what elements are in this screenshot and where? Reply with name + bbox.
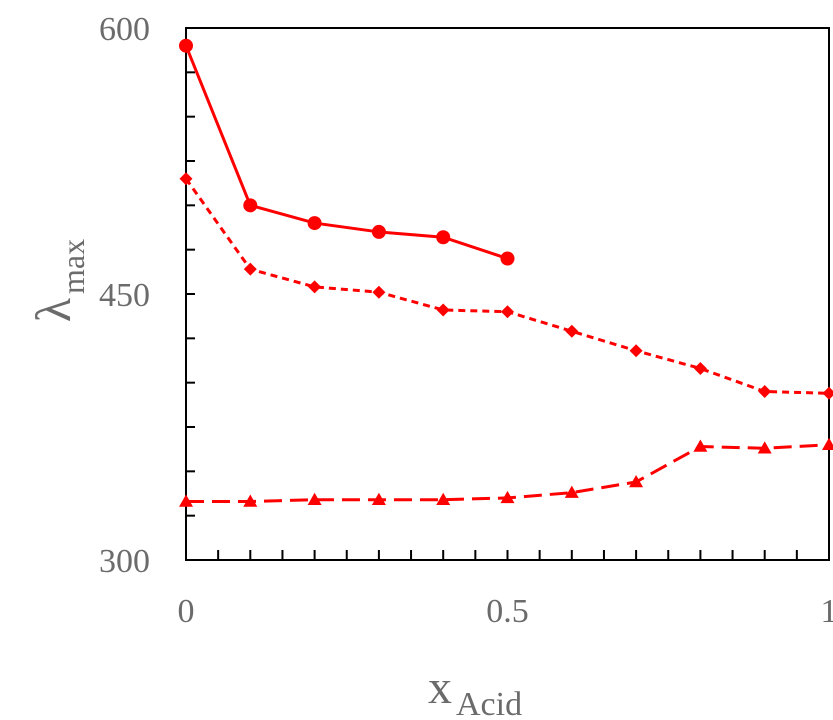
data-point (243, 494, 258, 507)
x-axis-title-subscript: Acid (456, 686, 522, 720)
series-diamond (179, 172, 833, 400)
series-line (184, 177, 830, 395)
data-point (758, 385, 772, 399)
data-point (308, 280, 322, 294)
y-tick-label: 450 (99, 277, 150, 314)
data-point (436, 303, 450, 317)
data-point (629, 474, 644, 488)
data-point (436, 230, 451, 245)
x-tick-label: 0.5 (486, 593, 529, 630)
data-point (179, 38, 193, 53)
data-point (307, 492, 322, 505)
data-point (822, 437, 833, 450)
data-point (822, 386, 833, 400)
data-point (565, 324, 579, 338)
data-point (372, 285, 386, 299)
data-point (564, 485, 579, 498)
series-triangle (179, 437, 833, 507)
data-point (179, 494, 193, 507)
axis-ticks (186, 71, 798, 560)
y-axis-title-subscript: max (55, 239, 91, 294)
plot-area-frame (185, 27, 830, 561)
y-axis-title: λ max (25, 239, 91, 322)
series-group (179, 38, 833, 507)
data-point (371, 492, 386, 505)
data-point (629, 344, 643, 358)
data-point (243, 198, 258, 213)
x-axis-title: x Acid (428, 661, 522, 720)
data-point (757, 441, 772, 454)
data-point (307, 216, 322, 231)
data-point (436, 492, 451, 505)
series-circle (179, 38, 515, 266)
x-axis-title-main: x (428, 661, 452, 714)
data-point (243, 262, 257, 276)
data-point (371, 224, 386, 239)
data-point (693, 361, 707, 375)
data-point (500, 251, 515, 266)
y-tick-label: 300 (99, 543, 150, 580)
tick-labels: 0 0.5 1 300 450 600 (99, 11, 833, 630)
data-point (693, 439, 708, 452)
x-tick-label: 1 (821, 593, 833, 630)
y-tick-label: 600 (99, 11, 150, 48)
data-point (500, 490, 515, 504)
data-point (179, 172, 193, 186)
x-tick-label: 0 (178, 593, 195, 630)
y-axis-title-main: λ (25, 298, 81, 322)
data-point (501, 305, 514, 319)
series-line (184, 45, 508, 260)
